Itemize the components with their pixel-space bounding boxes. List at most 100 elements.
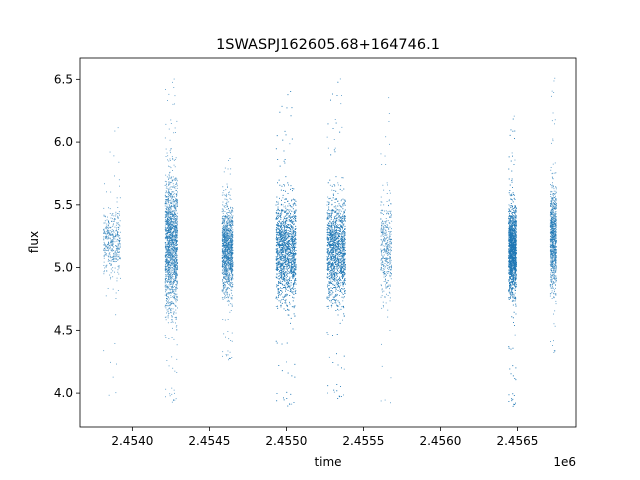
data-point (221, 290, 223, 292)
data-point (170, 243, 172, 245)
data-point (174, 201, 176, 202)
data-point (230, 223, 232, 225)
data-point (169, 231, 171, 233)
data-point (222, 208, 224, 210)
data-point (175, 286, 177, 288)
data-point (167, 222, 169, 224)
data-point (167, 225, 169, 226)
data-point (167, 274, 169, 276)
data-point (109, 151, 111, 153)
data-point (231, 271, 233, 273)
data-point (106, 226, 108, 228)
data-point (283, 257, 284, 259)
data-point (228, 281, 229, 283)
data-point (168, 237, 170, 239)
data-point (277, 241, 278, 243)
data-point (230, 265, 232, 267)
data-point (171, 214, 173, 216)
data-point (283, 239, 285, 241)
data-point (165, 223, 166, 225)
data-point (229, 236, 231, 238)
data-point (170, 273, 171, 275)
data-point (109, 243, 111, 245)
data-point (288, 219, 290, 220)
data-point (223, 245, 224, 247)
data-point (222, 232, 223, 234)
data-point (118, 223, 120, 225)
data-point (176, 299, 178, 301)
data-point (176, 259, 178, 260)
data-point (175, 227, 177, 228)
data-point (225, 230, 227, 232)
data-point (230, 210, 232, 212)
data-point (170, 240, 172, 242)
data-point (170, 207, 172, 209)
data-point (171, 244, 173, 246)
data-point (173, 215, 174, 217)
data-point (175, 253, 176, 254)
data-point (109, 274, 111, 276)
data-point (226, 281, 228, 283)
data-point (228, 280, 230, 282)
data-point (104, 230, 105, 232)
data-point (111, 213, 113, 215)
data-point (174, 215, 176, 217)
data-point (290, 241, 292, 243)
data-point (289, 235, 291, 237)
data-point (168, 206, 170, 208)
data-point (228, 235, 230, 237)
data-point (226, 273, 228, 275)
data-point (222, 266, 224, 267)
data-point (228, 223, 230, 225)
data-point (170, 309, 171, 310)
data-point (103, 236, 105, 238)
data-point (169, 246, 171, 248)
data-point (168, 293, 170, 295)
data-point (294, 199, 296, 201)
data-point (295, 264, 297, 265)
data-point (113, 255, 114, 257)
data-point (166, 295, 167, 297)
data-point (232, 225, 234, 226)
data-point (166, 216, 168, 218)
data-point (116, 238, 118, 240)
data-point (221, 208, 223, 210)
data-point (222, 257, 224, 259)
data-point (171, 227, 172, 229)
data-point (174, 276, 176, 278)
data-point (224, 267, 226, 268)
data-point (169, 305, 171, 307)
data-point (174, 240, 175, 242)
data-point (228, 252, 229, 254)
data-point (175, 263, 176, 265)
data-point (175, 243, 177, 245)
data-point (107, 238, 109, 240)
data-point (171, 181, 173, 183)
data-point (226, 216, 228, 218)
data-point (174, 278, 176, 280)
data-point (168, 230, 170, 231)
data-point (168, 298, 170, 300)
data-point (227, 268, 228, 270)
data-point (221, 255, 223, 257)
data-point (167, 243, 169, 245)
data-point (225, 225, 227, 227)
data-point (291, 403, 293, 405)
data-point (226, 287, 228, 289)
data-point (109, 247, 111, 249)
data-point (168, 278, 170, 280)
data-point (225, 291, 227, 293)
data-point (105, 225, 107, 227)
data-point (169, 224, 171, 226)
data-point (225, 265, 226, 267)
data-point (171, 221, 173, 223)
data-point (173, 295, 175, 296)
data-point (230, 245, 232, 246)
data-point (165, 271, 167, 272)
data-point (172, 231, 174, 233)
data-point (228, 242, 230, 244)
data-point (172, 289, 174, 291)
data-point (171, 255, 173, 257)
data-point (165, 220, 167, 222)
data-point (168, 224, 170, 226)
